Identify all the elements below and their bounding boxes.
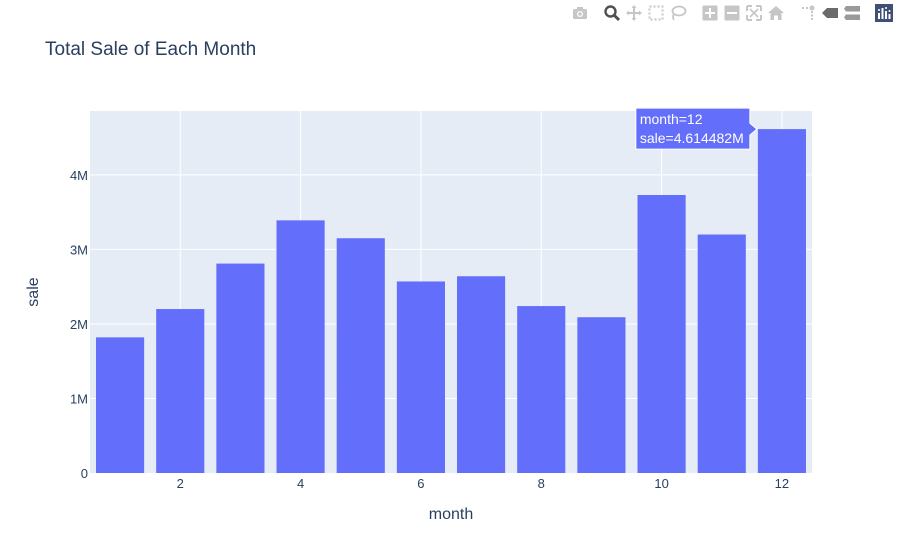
x-axis-label: month: [429, 506, 473, 523]
bar-month-10[interactable]: [637, 195, 686, 473]
lasso-select-button[interactable]: [667, 2, 689, 24]
modebar-group: [569, 2, 591, 24]
x-axis-ticks: 2 4 6 8 10 12: [177, 476, 790, 491]
camera-icon: [573, 7, 587, 19]
box-select-icon: [648, 5, 664, 21]
bar-month-6[interactable]: [396, 281, 445, 473]
x-tick-label: 2: [177, 476, 184, 491]
bar-month-5[interactable]: [336, 238, 385, 473]
modebar-group: [873, 2, 895, 24]
camera-button[interactable]: [569, 2, 591, 24]
hover-tooltip: month=12 sale=4.614482M: [635, 107, 758, 150]
bar-month-7[interactable]: [457, 276, 506, 473]
modebar: [559, 2, 895, 24]
y-tick-label: 3M: [70, 242, 88, 257]
y-tick-label: 1M: [70, 391, 88, 406]
tooltip-sale-text: sale=4.614482M: [640, 130, 744, 146]
zoom-out-button[interactable]: [721, 2, 743, 24]
x-tick-label: 12: [775, 476, 789, 491]
pan-button[interactable]: [623, 2, 645, 24]
autoscale-icon: [746, 5, 762, 21]
reset-axes-icon: [768, 6, 784, 20]
pan-icon: [626, 5, 642, 21]
tooltip-box: [635, 107, 758, 150]
y-tick-label: 2M: [70, 317, 88, 332]
modebar-group: [797, 2, 863, 24]
x-tick-label: 6: [417, 476, 424, 491]
y-axis-label: sale: [25, 277, 42, 306]
y-tick-label: 4M: [70, 168, 88, 183]
zoom-out-icon: [724, 5, 740, 21]
lasso-select-icon: [671, 5, 687, 21]
bar-month-12[interactable]: [757, 129, 806, 473]
bar-month-2[interactable]: [156, 309, 205, 473]
spike-lines-button[interactable]: [797, 2, 819, 24]
hover-compare-icon: [844, 6, 860, 20]
reset-axes-button[interactable]: [765, 2, 787, 24]
hover-closest-icon: [822, 8, 838, 18]
zoom-icon: [604, 5, 621, 22]
hover-compare-button[interactable]: [841, 2, 863, 24]
modebar-group: [699, 2, 787, 24]
autoscale-button[interactable]: [743, 2, 765, 24]
bar-month-9[interactable]: [577, 317, 626, 473]
hover-closest-button[interactable]: [819, 2, 841, 24]
bar-month-1[interactable]: [96, 337, 145, 473]
x-tick-label: 10: [654, 476, 668, 491]
tooltip-month-text: month=12: [640, 111, 703, 127]
box-select-button[interactable]: [645, 2, 667, 24]
chart-title: Total Sale of Each Month: [45, 39, 256, 60]
zoom-in-button[interactable]: [699, 2, 721, 24]
bar-month-8[interactable]: [517, 306, 566, 473]
zoom-in-icon: [702, 5, 718, 21]
plotly-logo-button[interactable]: [873, 2, 895, 24]
zoom-button[interactable]: [601, 2, 623, 24]
plotly-logo-icon: [875, 4, 893, 22]
bars: [96, 129, 806, 473]
modebar-group: [601, 2, 689, 24]
x-tick-label: 8: [538, 476, 545, 491]
x-tick-label: 4: [297, 476, 304, 491]
y-tick-label: 0: [81, 466, 88, 481]
bar-month-3[interactable]: [216, 263, 265, 473]
bar-month-11[interactable]: [697, 234, 746, 473]
spike-lines-icon: [802, 5, 815, 20]
bar-month-4[interactable]: [276, 220, 325, 473]
y-axis-ticks: 0 1M 2M 3M 4M: [70, 168, 88, 481]
plot-area[interactable]: [90, 111, 812, 473]
